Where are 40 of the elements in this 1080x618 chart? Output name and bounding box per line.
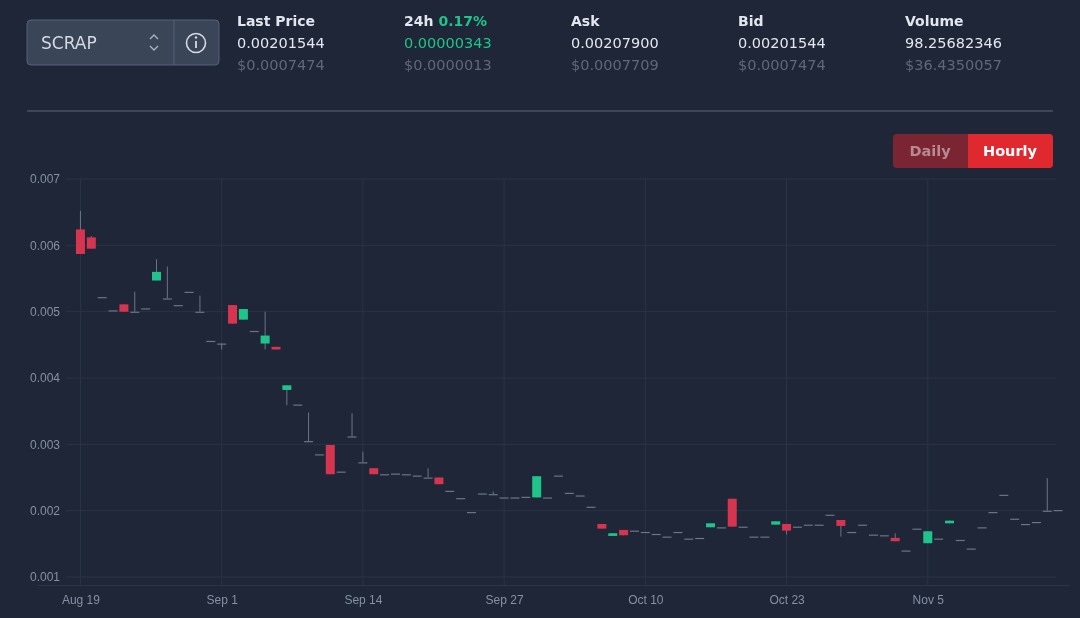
text: Volume xyxy=(905,13,964,29)
y-tick-label: 0.003 xyxy=(30,437,61,452)
candlestick xyxy=(282,384,292,406)
x-tick-label: Sep 14 xyxy=(344,592,383,607)
candlestick xyxy=(347,412,357,438)
x-tick-label: Sep 1 xyxy=(206,592,239,607)
text: $0.0007474 xyxy=(738,57,826,73)
text: SCRAP xyxy=(41,33,97,53)
y-tick-label: 0.004 xyxy=(30,371,61,386)
candlestick xyxy=(162,266,172,300)
text: $36.4350057 xyxy=(905,57,1002,73)
text: 0.00201544 xyxy=(738,35,826,51)
x-tick-label: Sep 27 xyxy=(485,592,524,607)
candlestick xyxy=(260,311,270,350)
text: 0.17% xyxy=(438,13,488,29)
text: 0.00207900 xyxy=(571,35,659,51)
x-tick-label: Oct 23 xyxy=(769,592,806,607)
text: Ask xyxy=(571,13,601,29)
text: Last Price xyxy=(237,13,316,29)
y-tick-label: 0.005 xyxy=(30,305,61,320)
text: 98.25682346 xyxy=(905,35,1002,51)
candlestick xyxy=(152,258,161,281)
candlestick xyxy=(836,519,846,538)
y-tick-label: 0.001 xyxy=(30,570,61,585)
text: 24h xyxy=(404,13,434,29)
text: Bid xyxy=(738,13,764,29)
x-tick-label: Nov 5 xyxy=(912,592,945,607)
text: 0.00000343 xyxy=(404,35,492,51)
text: 0.00201544 xyxy=(237,35,325,51)
text: $0.0000013 xyxy=(404,57,492,73)
text: $0.0007474 xyxy=(237,57,325,73)
y-tick-label: 0.002 xyxy=(30,504,61,519)
x-tick-label: Aug 19 xyxy=(61,592,101,607)
candlestick xyxy=(228,304,238,325)
x-tick-label: Oct 10 xyxy=(628,592,664,607)
text: $0.0007709 xyxy=(571,57,659,73)
y-tick-label: 0.007 xyxy=(30,172,61,187)
y-tick-label: 0.006 xyxy=(30,238,61,253)
text: Hourly xyxy=(983,143,1038,159)
text: Daily xyxy=(909,143,952,159)
